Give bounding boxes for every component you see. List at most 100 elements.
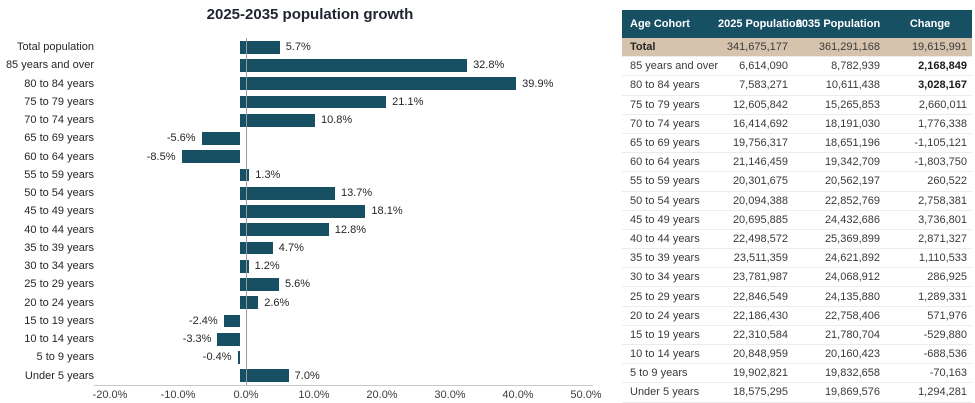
cell-age-cohort: 75 to 79 years: [630, 98, 700, 111]
bar-track: 21.1%: [102, 93, 586, 111]
cell-2025-population: 341,675,177: [726, 41, 788, 54]
bar-track: 5.6%: [102, 275, 586, 293]
table-header-row: Age Cohort 2025 Population 2035 Populati…: [622, 10, 972, 38]
cell-2035-population: 19,832,658: [824, 367, 880, 380]
cell-age-cohort: 10 to 14 years: [630, 348, 700, 361]
cell-2035-population: 361,291,168: [818, 41, 880, 54]
cell-change: -529,880: [923, 328, 967, 341]
bar: [223, 314, 241, 328]
bar-track: 2.6%: [102, 294, 586, 312]
chart-row: 70 to 74 years 10.8%: [0, 111, 586, 129]
bar-track: 4.7%: [102, 239, 586, 257]
bar: [240, 113, 315, 127]
cell-2025-population: 21,146,459: [732, 156, 788, 169]
cell-2025-population: 20,094,388: [732, 194, 788, 207]
data-label: 12.8%: [334, 223, 366, 236]
bar: [217, 332, 241, 346]
cell-2025-population: 20,301,675: [732, 175, 788, 188]
cell-age-cohort: Under 5 years: [630, 386, 700, 399]
data-label: 10.8%: [320, 114, 353, 127]
cell-change: -688,536: [923, 348, 967, 361]
x-axis-ticks: -20.0% -10.0% 0.0% 10.0% 20.0% 30.0% 40.0% 50.0…: [93, 389, 602, 403]
bar-track: 10.8%: [102, 111, 586, 129]
cell-change: 1,110,533: [918, 252, 967, 265]
cell-change: 286,925: [927, 271, 967, 284]
cell-2025-population: 22,846,549: [732, 290, 788, 303]
cell-2025-population: 23,781,987: [732, 271, 788, 284]
bar: [240, 241, 273, 255]
cell-change: 2,660,011: [918, 98, 967, 111]
table-row: 80 to 84 years 7,583,271 10,611,438 3,028,1…: [622, 76, 972, 96]
cell-2025-population: 19,902,821: [732, 367, 788, 380]
cell-age-cohort: 50 to 54 years: [630, 194, 700, 207]
cell-change: 2,168,849: [918, 60, 967, 73]
data-label: 32.8%: [473, 59, 505, 72]
data-label: -2.4%: [188, 314, 218, 327]
population-table: Age Cohort 2025 Population 2035 Populati…: [622, 10, 972, 403]
header-change: Change: [909, 18, 951, 30]
table-row: 30 to 34 years 23,781,987 24,068,912 286,92…: [622, 268, 972, 288]
x-tick-label: 30.0%: [434, 389, 466, 401]
bar-track: 39.9%: [102, 75, 586, 93]
cell-age-cohort: 65 to 69 years: [630, 137, 700, 150]
cell-age-cohort: 25 to 29 years: [630, 290, 700, 303]
table-row: 60 to 64 years 21,146,459 19,342,709 -1,803…: [622, 153, 972, 173]
data-label: 18.1%: [371, 205, 403, 218]
data-label: -5.6%: [166, 132, 196, 145]
bar: [181, 150, 241, 164]
cell-age-cohort: 5 to 9 years: [630, 367, 688, 380]
cell-age-cohort: 40 to 44 years: [630, 232, 700, 245]
x-tick-label: 40.0%: [502, 389, 534, 401]
category-label: 30 to 34 years: [24, 260, 94, 273]
bar: [240, 40, 280, 54]
cell-2025-population: 6,614,090: [739, 60, 788, 73]
category-label: Total population: [16, 41, 94, 54]
cell-2035-population: 19,342,709: [824, 156, 880, 169]
cell-2025-population: 16,414,692: [732, 117, 788, 130]
chart-row: 5 to 9 years -0.4%: [0, 348, 586, 366]
cell-2035-population: 20,562,197: [824, 175, 880, 188]
cell-age-cohort: 30 to 34 years: [630, 271, 700, 284]
chart-row: 35 to 39 years 4.7%: [0, 239, 586, 257]
bar: [240, 205, 366, 218]
table-row: Under 5 years 18,575,295 19,869,576 1,294,2…: [622, 383, 972, 403]
cell-2025-population: 12,605,842: [732, 98, 788, 111]
bar-track: 13.7%: [102, 184, 586, 202]
table-row: 65 to 69 years 19,756,317 18,651,196 -1,105…: [622, 133, 972, 154]
data-label: -8.5%: [146, 150, 176, 163]
data-label: -3.3%: [182, 333, 212, 346]
cell-age-cohort: 80 to 84 years: [630, 79, 700, 92]
chart-row: 55 to 59 years 1.3%: [0, 166, 586, 184]
cell-2025-population: 22,498,572: [732, 232, 788, 245]
cell-change: 2,871,327: [918, 232, 967, 245]
category-label: 15 to 19 years: [24, 314, 94, 327]
chart-row: 80 to 84 years 39.9%: [0, 75, 586, 93]
data-label: 7.0%: [294, 369, 320, 382]
x-tick-label: 20.0%: [366, 389, 398, 401]
chart-title: 2025-2035 population growth: [206, 6, 414, 23]
data-label: -0.4%: [202, 351, 232, 364]
cell-change: 3,736,801: [918, 213, 967, 226]
chart-row: 65 to 69 years -5.6%: [0, 129, 586, 147]
bar-track: 12.8%: [102, 221, 586, 239]
cell-age-cohort: 45 to 49 years: [630, 213, 700, 226]
chart-row: 50 to 54 years 13.7%: [0, 184, 586, 202]
cell-age-cohort: 85 years and over: [630, 60, 719, 73]
bar-track: 18.1%: [102, 202, 586, 220]
category-label: 60 to 64 years: [24, 150, 94, 163]
cell-change: -70,163: [929, 367, 967, 380]
category-label: 55 to 59 years: [24, 168, 94, 181]
chart-row: 85 years and over 32.8%: [0, 56, 586, 74]
cell-2035-population: 24,621,892: [824, 252, 880, 265]
data-label: 21.1%: [392, 95, 424, 108]
chart-row: 15 to 19 years -2.4%: [0, 312, 586, 330]
bar-track: 1.3%: [102, 166, 586, 184]
bar-track: -2.4%: [102, 312, 586, 330]
category-label: Under 5 years: [24, 369, 94, 382]
cell-age-cohort: 55 to 59 years: [630, 175, 700, 188]
chart-row: 45 to 49 years 18.1%: [0, 202, 586, 220]
cell-change: -1,803,750: [914, 156, 967, 169]
category-label: 20 to 24 years: [24, 296, 94, 309]
table-row: Total 341,675,177 361,291,168 19,615,991: [622, 38, 972, 58]
data-label: 1.2%: [254, 260, 280, 273]
